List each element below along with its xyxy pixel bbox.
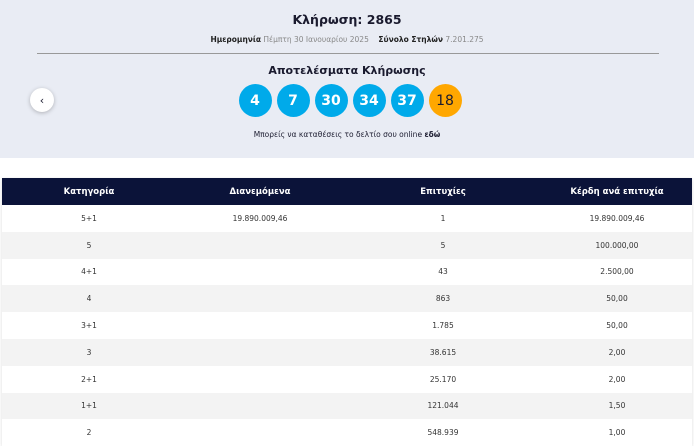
table-row: 5+1 19.890.009,46 1 19.890.009,46 xyxy=(2,205,692,232)
cell-distributed xyxy=(176,338,344,366)
number-ball: 34 xyxy=(352,84,386,117)
cell-prize: 100.000,00 xyxy=(542,231,692,259)
cell-category: 1+1 xyxy=(2,392,176,420)
draw-panel: Κλήρωση: 2865 Ημερομηνία Πέμπτη 30 Ιανου… xyxy=(0,0,694,158)
date-value: Πέμπτη 30 Ιανουαρίου 2025 xyxy=(263,35,369,44)
table-row: 2+1 25.170 2,00 xyxy=(2,366,692,393)
number-ball: 4 xyxy=(238,84,272,117)
cell-distributed xyxy=(176,419,344,446)
table-row: 4 863 50,00 xyxy=(2,285,692,313)
table-header: Κατηγορία Διανεμόμενα Επιτυχίες Κέρδη αν… xyxy=(2,178,692,205)
prize-table: Κατηγορία Διανεμόμενα Επιτυχίες Κέρδη αν… xyxy=(2,178,692,446)
divider xyxy=(37,53,659,54)
cell-winners: 25.170 xyxy=(429,374,457,384)
header-prize: Κέρδη ανά επιτυχία xyxy=(542,178,692,205)
table-row: 5 5 100.000,00 xyxy=(2,231,692,259)
cell-category: 2+1 xyxy=(81,374,97,384)
cell-category: 5+1 xyxy=(81,213,97,223)
header-distributed: Διανεμόμενα xyxy=(176,178,344,205)
header-category: Κατηγορία xyxy=(2,178,176,205)
columns-label: Σύνολο Στηλών xyxy=(378,35,443,44)
cell-category: 3+1 xyxy=(81,321,97,331)
cell-distributed xyxy=(176,231,344,259)
table-row: 3 38.615 2,00 xyxy=(2,338,692,366)
winning-numbers: 4 7 30 34 37 18 xyxy=(3,84,694,117)
draw-meta: Ημερομηνία Πέμπτη 30 Ιανουαρίου 2025 Σύν… xyxy=(0,35,694,44)
table-row: 1+1 121.044 1,50 xyxy=(2,392,692,420)
cell-winners: 1.785 xyxy=(432,321,454,331)
results-title: Αποτελέσματα Κλήρωσης xyxy=(268,64,426,77)
cell-prize: 50,00 xyxy=(606,321,628,331)
cell-category: 4 xyxy=(2,285,176,313)
cell-winners: 5 xyxy=(344,231,542,259)
cell-prize: 2.500,00 xyxy=(600,267,634,277)
number-ball: 37 xyxy=(390,84,424,117)
cell-winners: 548.939 xyxy=(427,428,459,438)
bonus-ball: 18 xyxy=(428,84,462,117)
cell-distributed xyxy=(176,285,344,313)
cell-winners: 1 xyxy=(440,213,446,223)
table-row: 4+1 43 2.500,00 xyxy=(2,259,692,286)
cell-prize: 2,00 xyxy=(542,338,692,366)
cell-prize: 50,00 xyxy=(542,285,692,313)
cell-prize: 1,50 xyxy=(542,392,692,420)
columns-value: 7.201.275 xyxy=(445,35,484,44)
chevron-left-icon: ‹ xyxy=(39,93,45,107)
cell-prize: 1,00 xyxy=(608,428,626,438)
online-link[interactable]: εδώ xyxy=(424,130,441,139)
previous-draw-button[interactable]: ‹ xyxy=(30,88,54,112)
number-ball: 30 xyxy=(314,84,348,117)
header-winners: Επιτυχίες xyxy=(344,178,542,205)
table-row: 3+1 1.785 50,00 xyxy=(2,312,692,339)
cell-category: 3 xyxy=(2,338,176,366)
date-label: Ημερομηνία xyxy=(210,35,261,44)
cell-distributed xyxy=(176,259,344,286)
number-ball: 7 xyxy=(276,84,310,117)
cell-distributed xyxy=(176,312,344,339)
cell-prize: 2,00 xyxy=(608,374,626,384)
cell-distributed xyxy=(176,392,344,420)
cell-prize: 19.890.009,46 xyxy=(589,213,645,223)
online-note: Μπορείς να καταθέσεις το δελτίο σου onli… xyxy=(0,130,694,139)
table-row: 2 548.939 1,00 xyxy=(2,419,692,446)
cell-distributed: 19.890.009,46 xyxy=(232,213,288,223)
cell-distributed xyxy=(176,366,344,393)
draw-title: Κλήρωση: 2865 xyxy=(292,12,402,27)
cell-winners: 121.044 xyxy=(344,392,542,420)
note-text: Μπορείς να καταθέσεις το δελτίο σου onli… xyxy=(253,130,423,139)
cell-category: 5 xyxy=(2,231,176,259)
cell-category: 4+1 xyxy=(81,267,97,277)
cell-category: 2 xyxy=(86,428,92,438)
cell-winners: 43 xyxy=(438,267,448,277)
cell-winners: 863 xyxy=(344,285,542,313)
cell-winners: 38.615 xyxy=(344,338,542,366)
